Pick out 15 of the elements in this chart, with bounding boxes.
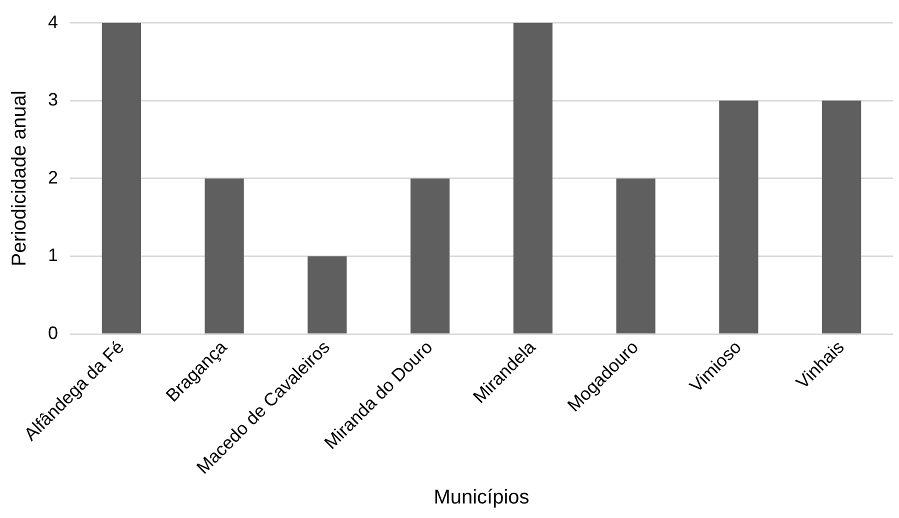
bar [513, 22, 552, 334]
y-axis-title: Periodicidade anual [8, 90, 31, 266]
bar [822, 100, 862, 334]
y-tick-label: 2 [48, 167, 58, 188]
y-tick-label: 3 [48, 90, 58, 110]
y-tick-label: 0 [48, 323, 58, 344]
bar [308, 256, 347, 334]
bar [204, 178, 244, 334]
bar [616, 178, 656, 334]
bar [410, 178, 450, 334]
y-tick-label: 1 [48, 245, 58, 266]
y-tick-label: 4 [48, 12, 58, 32]
bar [719, 100, 758, 334]
bar [102, 22, 141, 334]
x-axis-title: Municípios [434, 486, 530, 509]
